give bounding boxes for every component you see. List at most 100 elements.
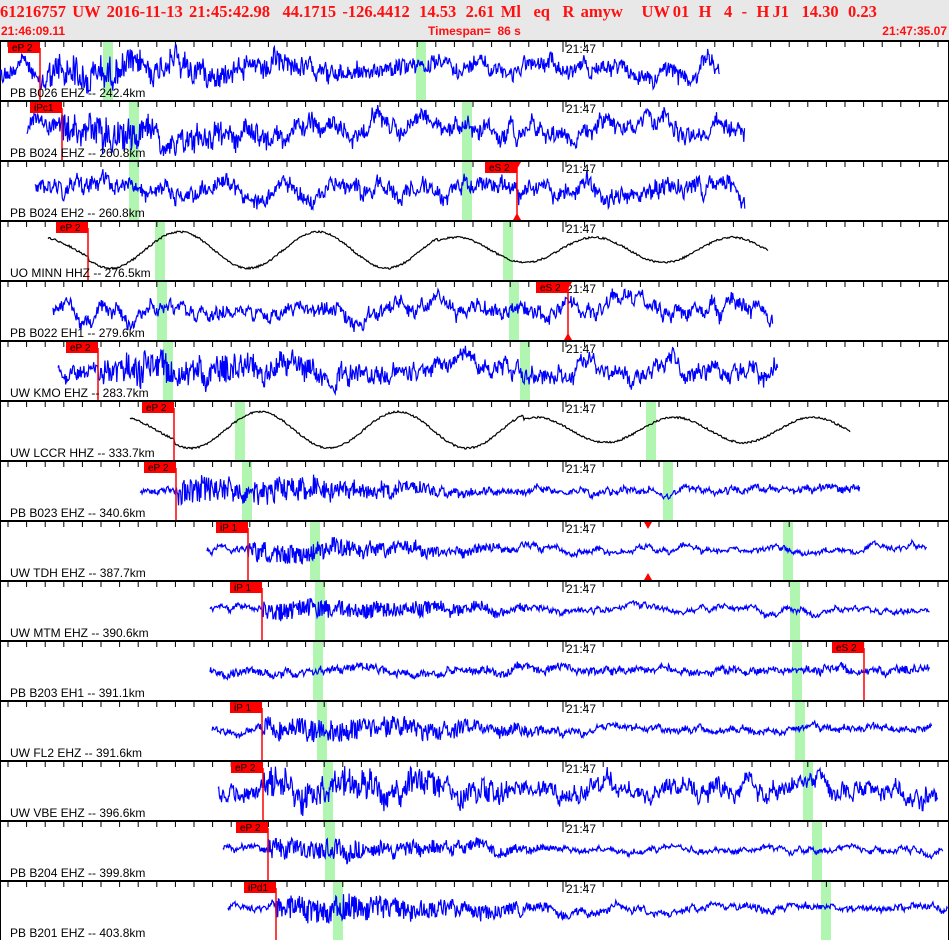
channel-label: UW FL2 EHZ -- 391.6km: [10, 746, 142, 760]
waveform-trace: [47, 230, 769, 271]
predicted-phase-band: [235, 400, 245, 460]
predicted-phase-band: [323, 760, 333, 820]
channel-row[interactable]: 21:47 eP 2 UW VBE EHZ -- 396.6km: [0, 760, 949, 820]
waveform-trace: [52, 287, 774, 332]
phase-pick-label: iPc1: [34, 103, 54, 114]
predicted-phase-band: [812, 820, 822, 880]
predicted-phase-band: [462, 100, 472, 160]
channel-row[interactable]: 21:47 eP 2 PB B204 EHZ -- 399.8km: [0, 820, 949, 880]
time-marker-label: 21:47: [566, 642, 596, 656]
marker-triangle-down-icon: [564, 282, 572, 289]
phase-pick-label: iPd1: [248, 883, 268, 894]
event-header: 61216757 UW 2016-11-13 21:45:42.98 44.17…: [0, 0, 949, 40]
channel-row[interactable]: 21:47 eS 2 PB B022 EH1 -- 279.6km: [0, 280, 949, 340]
time-marker-label: 21:47: [566, 42, 596, 56]
phase-pick-flag[interactable]: [236, 822, 268, 833]
channel-row[interactable]: 21:47 iP 1 UW TDH EHZ -- 387.7km: [0, 520, 949, 580]
time-marker-label: 21:47: [566, 702, 596, 716]
marker-triangle-down-icon: [644, 522, 652, 529]
phase-pick-label: eP 2: [148, 463, 169, 474]
phase-pick-flag[interactable]: [536, 282, 568, 293]
phase-pick-flag[interactable]: [231, 762, 263, 773]
channel-row[interactable]: 21:47 eP 2 PB B026 EHZ -- 242.4km: [0, 40, 949, 100]
channel-row[interactable]: 21:47 eP 2 UW LCCR HHZ -- 333.7km: [0, 400, 949, 460]
waveform-trace: [26, 104, 746, 157]
phase-pick-flag[interactable]: [66, 342, 98, 353]
predicted-phase-band: [157, 280, 167, 340]
event-summary: 61216757 UW 2016-11-13 21:45:42.98 44.17…: [0, 2, 877, 21]
phase-pick-label: eS 2: [540, 283, 561, 294]
time-marker-label: 21:47: [566, 582, 596, 596]
time-marker-label: 21:47: [566, 342, 596, 356]
channel-row[interactable]: 21:47 iP 1 UW FL2 EHZ -- 391.6km: [0, 700, 949, 760]
phase-pick-flag[interactable]: [142, 402, 174, 413]
waveform-trace: [209, 597, 930, 622]
phase-pick-label: eP 2: [60, 223, 81, 234]
waveform-trace: [34, 169, 746, 212]
timespan: Timespan= 86 s: [428, 24, 521, 38]
waveform-trace: [57, 345, 779, 397]
end-time: 21:47:35.07: [882, 24, 947, 38]
channel-label: PB B023 EHZ -- 340.6km: [10, 506, 145, 520]
phase-pick-label: eP 2: [70, 343, 91, 354]
channel-row[interactable]: 21:47 iP 1 UW MTM EHZ -- 390.6km: [0, 580, 949, 640]
channel-row[interactable]: 21:47 eS 2 PB B203 EH1 -- 391.1km: [0, 640, 949, 700]
predicted-phase-band: [313, 640, 323, 700]
waveform-trace: [211, 715, 933, 743]
waveform-trace: [227, 893, 949, 925]
phase-pick-flag[interactable]: [56, 222, 88, 233]
waveform-trace: [217, 765, 939, 817]
phase-pick-flag[interactable]: [244, 882, 276, 893]
waveform-trace: [209, 661, 931, 681]
phase-pick-flag[interactable]: [30, 102, 62, 113]
phase-pick-label: iP 1: [234, 703, 251, 714]
channel-label: PB B024 EH2 -- 260.8km: [10, 206, 145, 220]
time-marker-label: 21:47: [566, 522, 596, 536]
phase-pick-flag[interactable]: [485, 162, 517, 173]
channel-row[interactable]: 21:47 iPc1 PB B024 EHZ -- 260.8km: [0, 100, 949, 160]
phase-pick-label: eP 2: [240, 823, 261, 834]
channel-row[interactable]: 21:47 eP 2 PB B023 EHZ -- 340.6km: [0, 460, 949, 520]
seismogram-panel[interactable]: 21:47 eP 2 PB B026 EHZ -- 242.4km 21:47 iPc1…: [0, 40, 949, 940]
time-marker-label: 21:47: [566, 402, 596, 416]
predicted-phase-band: [416, 40, 426, 100]
phase-pick-flag[interactable]: [8, 42, 40, 53]
phase-pick-flag[interactable]: [216, 522, 248, 533]
predicted-phase-band: [462, 160, 472, 220]
phase-pick-label: eS 2: [489, 163, 510, 174]
phase-pick-flag[interactable]: [230, 702, 262, 713]
channel-label: PB B026 EHZ -- 242.4km: [10, 86, 145, 100]
time-marker-label: 21:47: [566, 162, 596, 176]
time-marker-label: 21:47: [566, 282, 596, 296]
channel-label: PB B201 EHZ -- 403.8km: [10, 926, 145, 940]
channel-label: UW LCCR HHZ -- 333.7km: [10, 446, 155, 460]
channel-label: PB B024 EHZ -- 260.8km: [10, 146, 145, 160]
marker-triangle-up-icon: [644, 573, 652, 580]
waveform-trace: [129, 409, 851, 451]
channel-label: PB B204 EHZ -- 399.8km: [10, 866, 145, 880]
time-marker-label: 21:47: [566, 222, 596, 236]
phase-pick-flag[interactable]: [144, 462, 176, 473]
channel-label: UW KMO EHZ -- 283.7km: [10, 386, 149, 400]
channel-label: UO MINN HHZ -- 276.5km: [10, 266, 151, 280]
channel-row[interactable]: 21:47 iPd1 PB B201 EHZ -- 403.8km: [0, 880, 949, 940]
channel-row[interactable]: 21:47 eP 2 UW KMO EHZ -- 283.7km: [0, 340, 949, 400]
predicted-phase-band: [310, 520, 320, 580]
channel-row[interactable]: 21:47 eS 2 PB B024 EH2 -- 260.8km: [0, 160, 949, 220]
waveform-trace: [139, 474, 861, 506]
phase-pick-label: iP 1: [220, 523, 237, 534]
marker-triangle-up-icon: [513, 213, 521, 220]
predicted-phase-band: [646, 400, 656, 460]
phase-pick-flag[interactable]: [832, 642, 864, 653]
phase-pick-label: eS 2: [836, 643, 857, 654]
phase-pick-flag[interactable]: [230, 582, 262, 593]
channel-row[interactable]: 21:47 eP 2 UO MINN HHZ -- 276.5km: [0, 220, 949, 280]
time-marker-label: 21:47: [566, 102, 596, 116]
phase-pick-label: iP 1: [234, 583, 251, 594]
waveform-trace: [206, 537, 928, 565]
marker-triangle-up-icon: [564, 333, 572, 340]
predicted-phase-band: [803, 760, 813, 820]
predicted-phase-band: [325, 820, 335, 880]
predicted-phase-band: [520, 340, 530, 400]
predicted-phase-band: [503, 220, 513, 280]
